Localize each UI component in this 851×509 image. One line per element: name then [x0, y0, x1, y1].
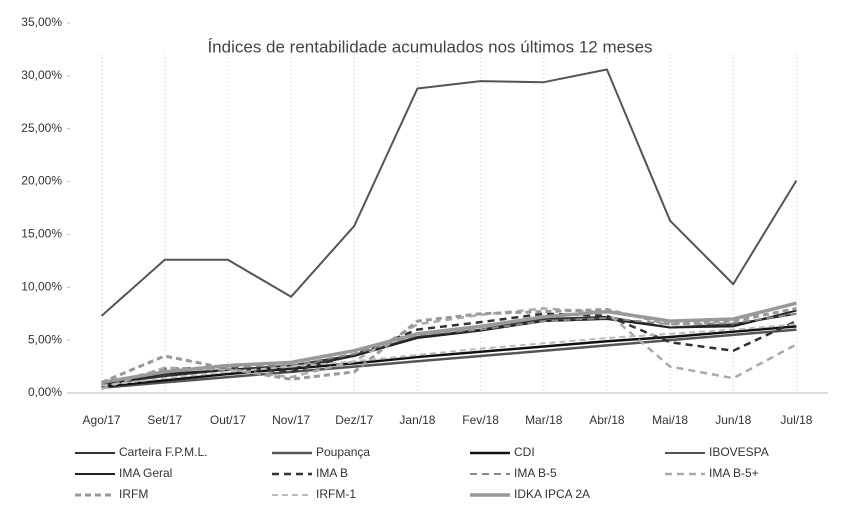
x-tick-label: Mar/18	[525, 413, 563, 427]
series-line	[101, 323, 797, 387]
x-tick-label: Nov/17	[272, 413, 310, 427]
legend-label: Carteira F.P.M.L.	[119, 445, 207, 459]
legend-label: IRFM	[119, 487, 148, 501]
legend-label: IMA Geral	[119, 466, 172, 480]
series-line	[101, 309, 797, 386]
series-line	[101, 328, 797, 389]
y-tick-label: 35,00%	[21, 15, 62, 29]
series-line	[101, 307, 798, 390]
x-tick-label: Jan/18	[399, 413, 435, 427]
legend-label: IMA B	[316, 466, 348, 480]
series-line	[101, 325, 797, 388]
x-tick-label: Dez/17	[335, 413, 373, 427]
y-tick-label: 0,00%	[28, 385, 62, 399]
y-tick-label: 5,00%	[28, 332, 62, 346]
legend-label: IRFM-1	[316, 487, 356, 501]
series-line	[101, 312, 797, 387]
legend-label: IBOVESPA	[709, 445, 769, 459]
legend-label: CDI	[514, 445, 535, 459]
x-tick-label: Mai/18	[652, 413, 688, 427]
chart-title: Índices de rentabilidade acumulados nos …	[207, 37, 652, 56]
x-tick-label: Set/17	[147, 413, 182, 427]
legend-label: IDKA IPCA 2A	[514, 487, 590, 501]
series-line	[101, 301, 797, 385]
legend-label: Poupança	[316, 445, 370, 459]
x-tick-label: Jul/18	[780, 413, 812, 427]
y-tick-label: 10,00%	[21, 279, 62, 293]
x-tick-label: Abr/18	[589, 413, 625, 427]
x-tick-label: Fev/18	[462, 413, 499, 427]
legend-label: IMA B-5	[514, 466, 557, 480]
y-tick-label: 30,00%	[21, 68, 62, 82]
x-tick-label: Ago/17	[83, 413, 121, 427]
y-tick-label: 20,00%	[21, 174, 62, 188]
y-tick-label: 15,00%	[21, 227, 62, 241]
legend-label: IMA B-5+	[709, 466, 759, 480]
x-tick-label: Jun/18	[715, 413, 751, 427]
y-tick-label: 25,00%	[21, 121, 62, 135]
series-line	[100, 68, 798, 317]
series-line	[101, 312, 797, 385]
x-tick-label: Out/17	[210, 413, 246, 427]
